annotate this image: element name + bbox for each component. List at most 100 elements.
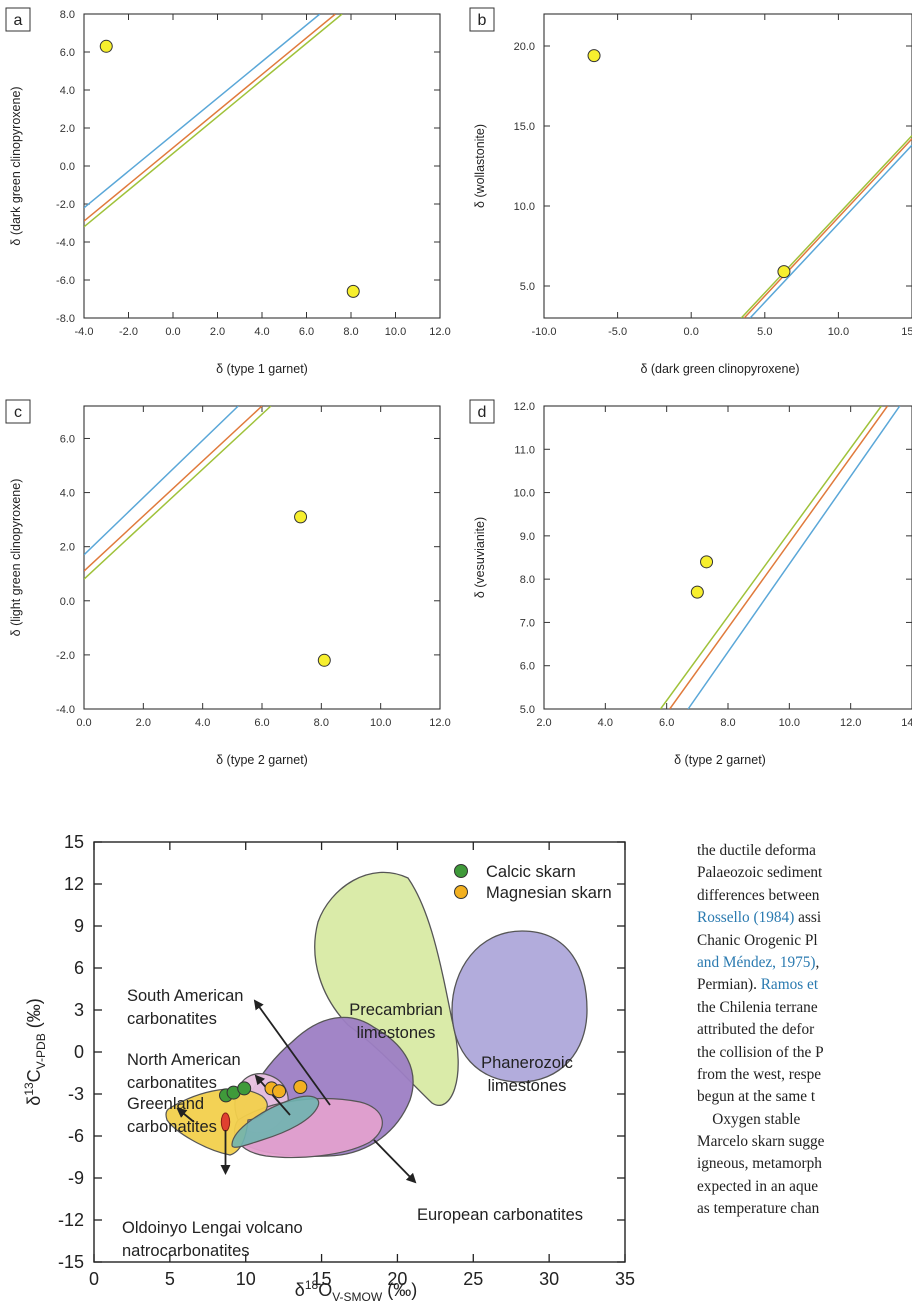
y-tick-label: 6.0 — [60, 433, 75, 445]
region-label: carbonatites — [127, 1074, 217, 1092]
y-tick-label: -3 — [68, 1084, 84, 1104]
legend-label: Magnesian skarn — [486, 884, 612, 902]
x-axis-label-unit: (‰) — [382, 1280, 417, 1300]
panel-a: -4.0 -2.0 0.0 2.0 4.0 6.0 8.0 10.0 12.0 -8.0 -6.0 -… — [5, 7, 451, 376]
equilibrium-line — [84, 14, 321, 209]
y-axis-label-main: C — [24, 1069, 44, 1082]
trend-arrow — [176, 1107, 195, 1123]
x-tick-label: 0.0 — [684, 326, 699, 338]
y-tick-label: 4.0 — [60, 85, 75, 97]
x-tick-label: 0 — [89, 1269, 99, 1289]
data-point — [700, 555, 714, 569]
legend-marker — [454, 864, 468, 878]
y-axis-label: δ (wollastonite) — [473, 124, 487, 208]
y-tick-label: 11.0 — [514, 444, 535, 456]
citation-link[interactable]: Ramos et — [760, 976, 819, 994]
y-tick-label: 0.0 — [60, 161, 75, 173]
y-tick-label: 6.0 — [520, 661, 535, 673]
carbon-oxygen-isotope-chart: 0 5 10 15 20 25 30 35-15-12-9-6-303691215δ18OV-… — [22, 832, 635, 1302]
y-tick-label: 12.0 — [514, 401, 535, 413]
data-point — [99, 39, 113, 53]
y-tick-label: 5.0 — [520, 704, 535, 716]
data-point — [587, 49, 601, 63]
trend-arrow — [253, 999, 331, 1106]
x-tick-label: 30 — [539, 1269, 559, 1289]
panel-label: a — [14, 12, 23, 29]
data-point — [272, 1084, 287, 1099]
x-tick-label: 12.0 — [429, 326, 450, 338]
equilibrium-line — [84, 14, 343, 228]
x-tick-label: 8.0 — [343, 326, 358, 338]
y-tick-label: 9 — [74, 916, 84, 936]
panel-c: 0.0 2.0 4.0 6.0 8.0 10.0 12.0 -4.0 -2.0 0.0 2.0 4.0… — [5, 399, 451, 767]
y-tick-label: -12 — [58, 1210, 84, 1230]
x-tick-label: 35 — [615, 1269, 635, 1289]
x-tick-label: 10.0 — [779, 717, 800, 729]
x-tick-label: 0.0 — [165, 326, 180, 338]
equilibrium-line — [669, 406, 889, 709]
y-tick-label: 7.0 — [520, 617, 535, 629]
equilibrium-line — [84, 406, 272, 580]
y-tick-label: 9.0 — [520, 531, 535, 543]
x-axis-label-base: δ — [295, 1280, 305, 1300]
x-tick-label: 2.0 — [136, 717, 151, 729]
plot-frame — [83, 13, 441, 319]
x-tick-label: 5.0 — [757, 326, 772, 338]
citation-link[interactable]: and Méndez, 1975) — [697, 953, 816, 971]
text-line: igneous, metamorph — [697, 1155, 822, 1173]
y-tick-label: 0.0 — [60, 596, 75, 608]
y-axis-label: δ (light green clinopyroxene) — [9, 479, 23, 637]
text-line: and Méndez, 1975), — [697, 953, 820, 971]
equilibrium-line — [84, 406, 239, 556]
x-tick-label: 15.0 — [901, 326, 912, 338]
text-line: the Chilenia terrane — [697, 998, 818, 1016]
x-tick-label: 2.0 — [536, 717, 551, 729]
text-line: Marcelo skarn sugge — [697, 1133, 825, 1151]
y-tick-label: 15 — [64, 832, 84, 852]
region-label: European carbonatites — [417, 1206, 583, 1224]
x-axis-label-sub: V-SMOW — [332, 1290, 383, 1302]
y-tick-label: 6 — [74, 958, 84, 978]
panel-label-box — [469, 7, 495, 32]
equilibrium-line — [740, 135, 912, 318]
y-tick-label: 8.0 — [520, 574, 535, 586]
trend-arrows — [176, 999, 417, 1184]
y-tick-label: 10.0 — [514, 201, 535, 213]
x-tick-label: 6.0 — [299, 326, 314, 338]
data-point — [294, 510, 308, 524]
equilibrium-line — [687, 406, 901, 709]
x-tick-label: 12.0 — [840, 717, 861, 729]
region-label: carbonatites — [127, 1118, 217, 1136]
x-tick-label: 12.0 — [429, 717, 450, 729]
chart-legend: Calcic skarn Magnesian skarn — [454, 863, 612, 902]
x-tick-label: 5 — [165, 1269, 175, 1289]
text-line: from the west, respe — [697, 1065, 822, 1083]
citation-link[interactable]: Rossello (1984) — [697, 909, 795, 927]
y-tick-label: -2.0 — [56, 199, 75, 211]
region-phanerozoic-limestones — [451, 930, 588, 1083]
data-point — [237, 1081, 252, 1096]
x-axis-label-main: O — [318, 1280, 332, 1300]
data-point — [293, 1080, 308, 1094]
x-tick-label: 14.0 — [901, 717, 912, 729]
x-tick-label: 4.0 — [254, 326, 269, 338]
region-labels: South American carbonatites North American… — [122, 987, 583, 1260]
x-axis-label: δ (type 2 garnet) — [216, 753, 308, 767]
reference-fields — [165, 871, 588, 1159]
y-axis-label: δ13CV-PDB (‰) — [22, 998, 48, 1105]
y-axis-label: δ (dark green clinopyroxene) — [9, 86, 23, 245]
article-text-fragment: the ductile deforma Palaeozoic sediment … — [697, 840, 912, 1221]
region-label: Precambrian — [349, 1001, 443, 1019]
region-label: limestones — [357, 1024, 436, 1042]
region-label: North American — [127, 1051, 241, 1069]
trend-arrow — [254, 1074, 291, 1116]
y-tick-label: -2.0 — [56, 650, 75, 662]
y-axis-label-sup: 13 — [22, 1082, 36, 1096]
x-axis-label: δ (type 2 garnet) — [674, 753, 766, 767]
y-axis-label-base: δ — [24, 1096, 44, 1106]
x-tick-label: 20 — [387, 1269, 407, 1289]
text-line: Permian). Ramos et — [697, 976, 819, 994]
x-tick-label: 6.0 — [254, 717, 269, 729]
y-tick-label: 5.0 — [520, 281, 535, 293]
chart-axes: 0 5 10 15 20 25 30 35-15-12-9-6-303691215δ18OV-… — [22, 832, 635, 1302]
